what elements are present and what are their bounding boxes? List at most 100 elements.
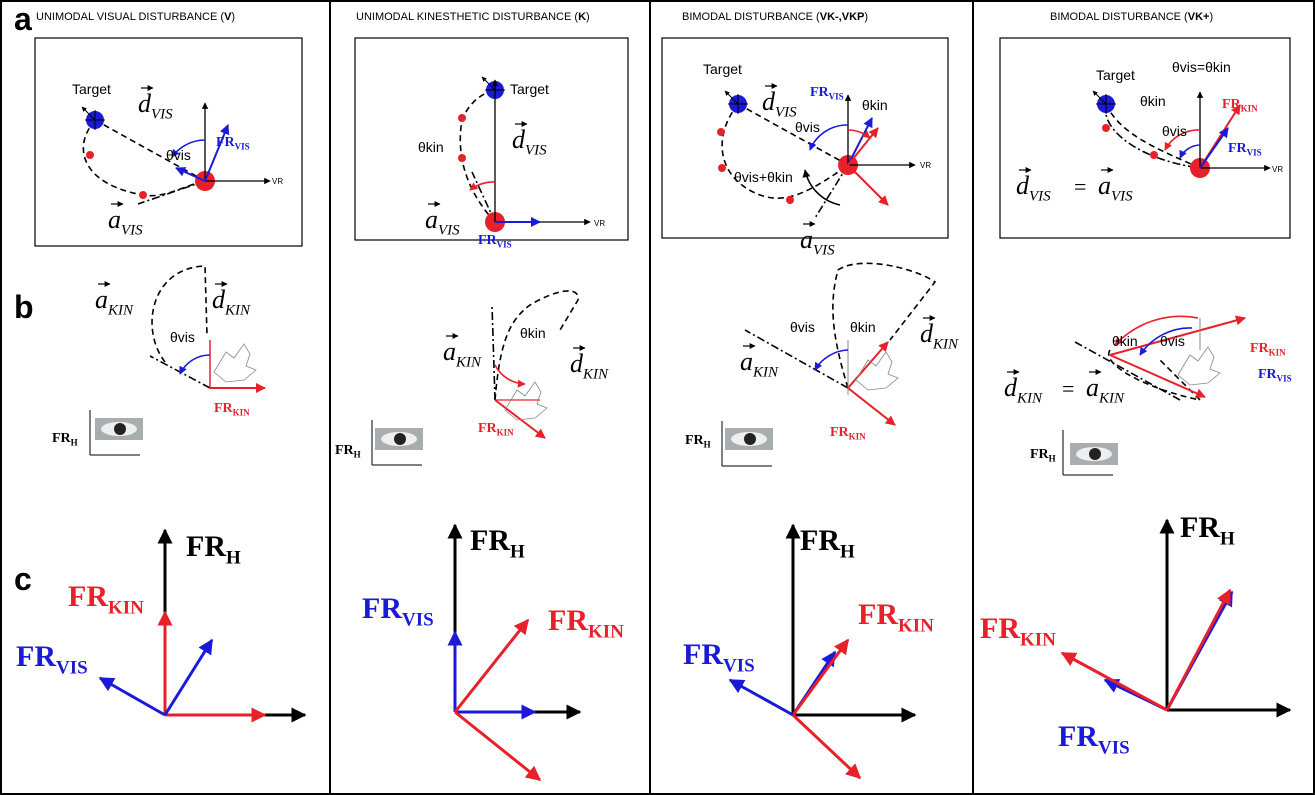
label-subscript: VIS	[438, 223, 460, 239]
arrow	[730, 680, 793, 715]
label-subscript: VIS	[56, 658, 88, 679]
label-base: FR	[186, 530, 226, 563]
eye-icon	[1089, 448, 1101, 460]
label: FRVIS	[810, 85, 844, 102]
label-subscript: KIN	[233, 408, 251, 418]
label-base: a	[740, 347, 753, 376]
label-base: d	[512, 125, 526, 154]
label: FRH	[52, 431, 78, 448]
label: θvis	[1162, 123, 1187, 139]
panel-title: BIMODAL DISTURBANCE (VK-,VKP)	[682, 11, 868, 23]
title-text: BIMODAL DISTURBANCE (	[682, 11, 820, 23]
label: FRVIS	[1228, 141, 1262, 158]
label: aVIS	[108, 205, 143, 239]
label-base: FR	[216, 135, 236, 150]
label: FRKIN	[980, 612, 1056, 651]
label-subscript: KIN	[497, 428, 515, 438]
row-label: b	[14, 289, 34, 325]
label: FRKIN	[478, 421, 514, 438]
arrow	[793, 715, 860, 778]
label: FRKIN	[1250, 341, 1286, 358]
label-subscript: H	[840, 542, 855, 563]
label-base: FR	[980, 612, 1020, 645]
label: dVIS	[512, 125, 547, 159]
label-subscript: VIS	[775, 105, 797, 121]
label-base: FR	[830, 425, 850, 440]
label-subscript: KIN	[898, 616, 934, 637]
label: FRKIN	[548, 604, 624, 643]
arrow	[165, 640, 212, 715]
panel-box	[35, 38, 302, 246]
label: θvis=θkin	[1172, 59, 1231, 75]
panel-title: UNIMODAL KINESTHETIC DISTURBANCE (K)	[356, 11, 590, 23]
row-label: c	[14, 561, 32, 597]
label-subscript: VIS	[235, 142, 250, 152]
title-bold: VK-,VKP	[820, 11, 865, 23]
dot	[718, 164, 726, 172]
title-text: UNIMODAL KINESTHETIC DISTURBANCE (	[356, 11, 578, 23]
title-text: BIMODAL DISTURBANCE (	[1050, 11, 1188, 23]
label-base: d	[138, 89, 152, 118]
label: θkin	[520, 325, 546, 341]
label: dVIS	[762, 87, 797, 121]
trajectory	[460, 90, 495, 222]
label-subscript: VIS	[1247, 148, 1262, 158]
arrow	[205, 125, 228, 181]
label-base: a	[95, 285, 108, 314]
label: θvis+θkin	[734, 169, 793, 185]
angle-arc	[848, 130, 870, 138]
trajectory	[152, 266, 207, 362]
title-bold: VK+	[1188, 11, 1210, 23]
label-base: FR	[1250, 341, 1270, 356]
label-base: a	[425, 205, 438, 234]
label: FRKIN	[830, 425, 866, 442]
label-base: a	[1086, 373, 1099, 402]
label-base: FR	[52, 431, 72, 446]
label-subscript: KIN	[1020, 630, 1056, 651]
dot	[458, 114, 466, 122]
dot	[458, 154, 466, 162]
label: FRVIS	[216, 135, 250, 152]
label-subscript: KIN	[932, 337, 959, 353]
label-base: FR	[1030, 447, 1050, 462]
label-subscript: VIS	[1098, 738, 1130, 759]
label-base: d	[570, 349, 584, 378]
label: dVIS	[1016, 171, 1051, 205]
label: FRH	[685, 433, 711, 450]
label-base: d	[1004, 373, 1018, 402]
label-subscript: VIS	[121, 223, 143, 239]
panel-box	[1000, 38, 1290, 238]
label-subscript: VIS	[1111, 189, 1133, 205]
panel-box	[355, 38, 628, 240]
label-base: FR	[1222, 97, 1242, 112]
label: FRH	[800, 524, 855, 563]
label: FRVIS	[16, 640, 88, 679]
label: θkin	[850, 319, 876, 335]
label: FRH	[186, 530, 241, 569]
label: FRVIS	[362, 592, 434, 631]
arrow	[1110, 355, 1205, 397]
label-subscript: KIN	[1098, 391, 1125, 407]
label-subscript: KIN	[582, 367, 609, 383]
dot	[1102, 124, 1110, 132]
label-base: FR	[1058, 720, 1098, 753]
label: Target	[72, 81, 111, 97]
label: FRKIN	[858, 598, 934, 637]
label-subscript: H	[1220, 529, 1235, 550]
label-base: FR	[810, 85, 830, 100]
label: aKIN	[95, 285, 134, 319]
hand-sketch	[1178, 347, 1220, 385]
label: FRVIS	[1058, 720, 1130, 759]
label: aKIN	[1086, 373, 1125, 407]
label-base: FR	[800, 524, 840, 557]
label: VR	[594, 219, 605, 228]
angle-arc	[470, 182, 495, 190]
label-subscript: KIN	[107, 303, 134, 319]
dot	[86, 151, 94, 159]
label-base: FR	[683, 638, 723, 671]
label: FRH	[335, 443, 361, 460]
label-base: FR	[214, 401, 234, 416]
arrow	[848, 388, 895, 425]
label-base: FR	[685, 433, 705, 448]
label: θkin	[862, 97, 888, 113]
